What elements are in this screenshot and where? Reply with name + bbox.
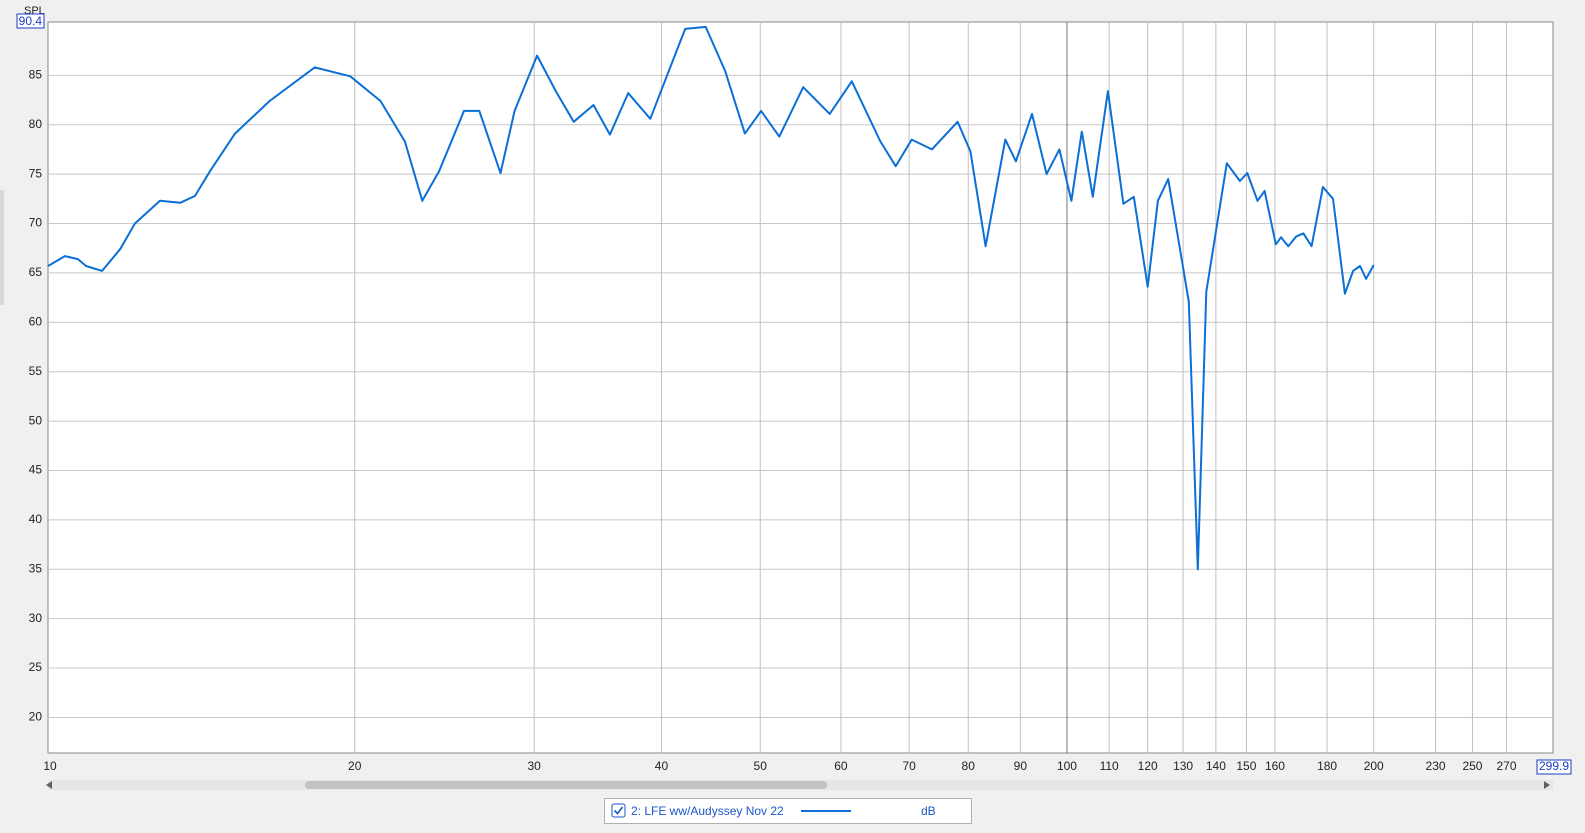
y-tick-label: 65 xyxy=(29,265,43,279)
series-line xyxy=(47,25,1375,571)
side-handle xyxy=(0,190,4,305)
y-tick-label: 40 xyxy=(29,512,43,526)
x-tick-label: 150 xyxy=(1236,759,1256,773)
checkmark xyxy=(613,806,624,815)
x-tick-label: 110 xyxy=(1100,759,1119,773)
x-tick-label: 250 xyxy=(1462,759,1482,773)
y-tick-label: 80 xyxy=(29,117,43,131)
x-tick-label: 299.9 xyxy=(1539,759,1569,773)
y-tick-label: 60 xyxy=(29,314,43,328)
legend-unit: dB xyxy=(921,804,936,818)
x-tick-label: 20 xyxy=(348,759,362,773)
legend-label: 2: LFE ww/Audyssey Nov 22 xyxy=(631,804,784,818)
legend-graphics xyxy=(611,803,851,818)
x-tick-label: 270 xyxy=(1497,759,1517,773)
x-tick-label: 120 xyxy=(1138,759,1158,773)
plot-area xyxy=(47,21,1554,754)
x-tick-label: 60 xyxy=(834,759,848,773)
x-tick-label: 230 xyxy=(1426,759,1446,773)
y-tick-label: 35 xyxy=(29,561,43,575)
scroll-left[interactable] xyxy=(46,781,52,789)
legend: 2: LFE ww/Audyssey Nov 22 dB xyxy=(604,798,972,824)
grid xyxy=(48,22,1553,753)
y-tick-label: 25 xyxy=(29,660,43,674)
y-tick-label: 50 xyxy=(29,413,43,427)
y-tick-label: 45 xyxy=(29,463,43,477)
scrollbar-thumb[interactable] xyxy=(305,781,827,789)
x-tick-label: 90 xyxy=(1014,759,1028,773)
labels: 20 25 30 35 40 45 50 55 60 65 70 75 80 85 90.4 10 20 30 40… xyxy=(16,13,1572,775)
y-limit-box xyxy=(16,13,45,29)
x-tick-label: 10 xyxy=(43,759,57,773)
scroll-right[interactable] xyxy=(1544,781,1550,789)
y-tick-label: 90.4 xyxy=(19,14,43,28)
x-tick-label: 180 xyxy=(1317,759,1337,773)
y-tick-label: 85 xyxy=(29,68,43,82)
x-tick-label: 70 xyxy=(902,759,916,773)
y-tick-label: 30 xyxy=(29,611,43,625)
x-tick-label: 140 xyxy=(1206,759,1226,773)
y-tick-label: 55 xyxy=(29,364,43,378)
legend-checkbox[interactable] xyxy=(611,803,626,818)
y-tick-label: 75 xyxy=(29,166,43,180)
x-limit-box xyxy=(1536,759,1572,775)
x-tick-label: 130 xyxy=(1173,759,1193,773)
x-tick-label: 100 xyxy=(1057,759,1077,773)
x-tick-label: 50 xyxy=(754,759,768,773)
y-tick-label: 70 xyxy=(29,216,43,230)
x-tick-label: 160 xyxy=(1265,759,1285,773)
x-tick-label: 80 xyxy=(962,759,976,773)
marks xyxy=(47,25,1375,571)
x-tick-label: 200 xyxy=(1364,759,1384,773)
x-tick-label: 30 xyxy=(527,759,541,773)
y-tick-label: 20 xyxy=(29,710,43,724)
x-tick-label: 40 xyxy=(655,759,669,773)
